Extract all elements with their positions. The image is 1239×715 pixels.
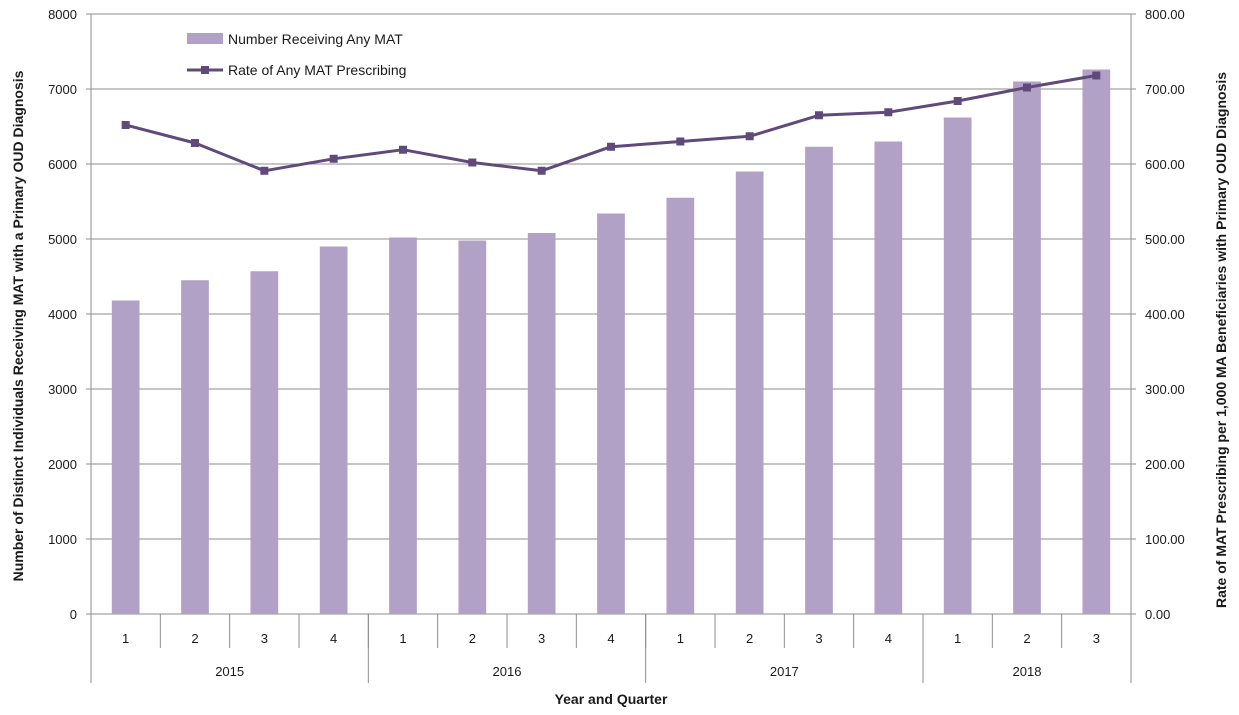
legend-label-bar: Number Receiving Any MAT bbox=[228, 31, 403, 47]
rate-point bbox=[468, 158, 477, 167]
y-right-tick-label: 500.00 bbox=[1145, 232, 1185, 247]
x-quarter-label: 2 bbox=[746, 631, 753, 646]
x-quarter-label: 1 bbox=[954, 631, 961, 646]
y-axis-right-title: Rate of MAT Prescribing per 1,000 MA Ben… bbox=[1213, 72, 1229, 608]
bar bbox=[1082, 69, 1111, 614]
bar bbox=[458, 240, 487, 614]
rate-point bbox=[260, 166, 269, 175]
x-quarter-label: 3 bbox=[261, 631, 268, 646]
bar bbox=[666, 197, 695, 614]
y-right-tick-label: 400.00 bbox=[1145, 307, 1185, 322]
x-quarter-label: 2 bbox=[1023, 631, 1030, 646]
y-left-tick-label: 3000 bbox=[48, 382, 77, 397]
rate-point bbox=[676, 137, 685, 146]
bar bbox=[805, 146, 833, 614]
y-right-tick-label: 200.00 bbox=[1145, 457, 1185, 472]
x-quarter-label: 1 bbox=[677, 631, 684, 646]
bars bbox=[111, 69, 1111, 614]
bar bbox=[389, 237, 417, 614]
x-quarter-label: 3 bbox=[815, 631, 822, 646]
bar bbox=[527, 233, 556, 614]
x-quarter-label: 4 bbox=[885, 631, 892, 646]
y-left-tick-label: 4000 bbox=[48, 307, 77, 322]
x-quarter-label: 2 bbox=[191, 631, 198, 646]
y-right-tick-label: 700.00 bbox=[1145, 82, 1185, 97]
rate-point bbox=[884, 108, 893, 117]
x-year-label: 2015 bbox=[215, 664, 244, 679]
axes: 0 1000 2000 3000 4000 5000 6000 7000 8000 0.00 100… bbox=[48, 7, 1185, 683]
rate-point bbox=[815, 111, 823, 120]
legend-swatch-bar bbox=[187, 33, 223, 44]
rate-point bbox=[537, 166, 546, 175]
y-left-tick-label: 5000 bbox=[48, 232, 77, 247]
x-quarter-label: 4 bbox=[330, 631, 337, 646]
y-right-tick-label: 0.00 bbox=[1145, 607, 1170, 622]
bar bbox=[597, 213, 625, 614]
x-year-label: 2016 bbox=[493, 664, 522, 679]
bar bbox=[735, 171, 764, 614]
rate-point bbox=[191, 139, 199, 147]
legend-label-line: Rate of Any MAT Prescribing bbox=[228, 62, 406, 78]
rate-point bbox=[1023, 83, 1031, 92]
bar bbox=[111, 300, 140, 614]
y-right-tick-label: 100.00 bbox=[1145, 532, 1185, 547]
x-axis-title: Year and Quarter bbox=[555, 691, 668, 707]
rate-point bbox=[745, 132, 754, 141]
rate-line bbox=[121, 71, 1101, 175]
x-quarter-label: 3 bbox=[1093, 631, 1100, 646]
bar bbox=[181, 280, 209, 614]
y-left-tick-label: 8000 bbox=[48, 7, 77, 22]
rate-point bbox=[1092, 71, 1101, 80]
bar bbox=[1013, 81, 1041, 614]
y-left-tick-label: 7000 bbox=[48, 82, 77, 97]
y-left-tick-label: 0 bbox=[70, 607, 77, 622]
legend: Number Receiving Any MAT Rate of Any MAT… bbox=[187, 31, 406, 78]
legend-swatch-marker bbox=[201, 66, 209, 74]
bar bbox=[943, 117, 972, 614]
y-right-tick-label: 600.00 bbox=[1145, 157, 1185, 172]
x-quarter-label: 1 bbox=[122, 631, 129, 646]
y-left-tick-label: 1000 bbox=[48, 532, 77, 547]
y-axis-left-title: Number of Distinct Individuals Receiving… bbox=[10, 70, 26, 581]
x-quarter-label: 4 bbox=[607, 631, 614, 646]
rate-point bbox=[607, 142, 615, 151]
x-year-label: 2017 bbox=[770, 664, 799, 679]
y-right-tick-label: 300.00 bbox=[1145, 382, 1185, 397]
rate-point bbox=[399, 145, 407, 154]
rate-point bbox=[121, 121, 130, 129]
y-left-tick-label: 2000 bbox=[48, 457, 77, 472]
bar bbox=[319, 246, 348, 614]
bar bbox=[250, 271, 279, 614]
bar bbox=[874, 141, 903, 614]
x-year-label: 2018 bbox=[1013, 664, 1042, 679]
rate-point bbox=[953, 97, 962, 105]
x-quarter-label: 3 bbox=[538, 631, 545, 646]
rate-point bbox=[329, 154, 338, 163]
x-quarter-label: 1 bbox=[399, 631, 406, 646]
x-quarter-label: 2 bbox=[469, 631, 476, 646]
y-right-tick-label: 800.00 bbox=[1145, 7, 1185, 22]
y-left-tick-label: 6000 bbox=[48, 157, 77, 172]
